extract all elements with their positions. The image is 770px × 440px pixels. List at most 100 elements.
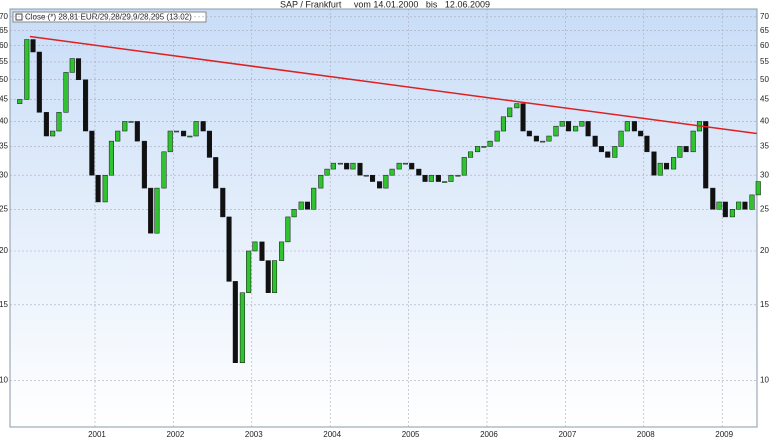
candle (442, 181, 448, 183)
candle (579, 121, 585, 127)
x-tick-label: 2006 (480, 430, 498, 439)
candle (428, 174, 434, 182)
candle (350, 162, 356, 170)
y-tick-label: 10 (0, 376, 9, 385)
y-tick-label-right: 60 (760, 41, 769, 50)
candle (565, 121, 572, 132)
candle (324, 168, 330, 176)
candle (467, 151, 474, 158)
candle (246, 250, 252, 293)
y-tick-label-right: 50 (760, 75, 769, 84)
candle (481, 146, 487, 148)
candle (383, 174, 389, 189)
candle (644, 135, 650, 153)
y-tick-label: 15 (0, 300, 9, 309)
candle (357, 162, 363, 176)
candle (475, 146, 481, 153)
candle (722, 201, 728, 218)
candle (232, 281, 238, 363)
candle (220, 187, 226, 218)
candle (330, 162, 336, 170)
candle (311, 187, 317, 210)
candle (546, 135, 552, 142)
candle (736, 201, 742, 210)
candle (409, 162, 415, 170)
x-tick-label: 2008 (637, 430, 655, 439)
candle (605, 151, 611, 158)
candle (540, 140, 546, 143)
candle (363, 174, 369, 177)
candle (102, 174, 108, 203)
candle (83, 79, 89, 132)
candle (520, 103, 526, 132)
candle (115, 130, 121, 142)
candle (585, 121, 591, 137)
candle (167, 130, 173, 153)
y-tick-label-right: 40 (760, 117, 769, 126)
candle (618, 130, 624, 147)
y-tick-label: 65 (0, 26, 9, 35)
candle (95, 174, 101, 203)
y-tick-label-right: 45 (760, 95, 769, 104)
candle (624, 121, 630, 132)
candle (285, 216, 291, 243)
candle (638, 130, 644, 137)
candle (279, 241, 285, 261)
candle (141, 140, 147, 189)
candle (402, 162, 408, 165)
candle (271, 260, 278, 293)
candle (252, 241, 258, 252)
candle (173, 130, 180, 133)
candle (448, 174, 454, 182)
trendline (29, 35, 757, 135)
candle (148, 187, 154, 234)
candle (526, 130, 532, 137)
candle (50, 130, 56, 137)
candle (559, 121, 565, 127)
candle (396, 162, 402, 170)
candle (369, 174, 376, 182)
y-tick-label-right: 10 (760, 376, 769, 385)
y-tick-label: 45 (0, 95, 9, 104)
x-tick-label: 2001 (88, 430, 106, 439)
candle (56, 112, 62, 132)
y-tick-label-right: 35 (760, 142, 769, 151)
y-tick-label: 50 (0, 75, 9, 84)
y-tick-label: 60 (0, 41, 9, 50)
x-tick-label: 2004 (323, 430, 341, 439)
candle (304, 201, 310, 210)
candle (298, 201, 304, 210)
candle (671, 157, 677, 170)
candle (749, 194, 755, 210)
candle (422, 174, 428, 182)
candle (291, 209, 297, 218)
candle (377, 181, 383, 189)
candle (43, 112, 49, 137)
candle (716, 201, 722, 210)
candle (598, 146, 604, 153)
candle (703, 121, 709, 189)
candle (389, 168, 395, 176)
y-tick-label: 40 (0, 117, 9, 126)
candle (181, 130, 187, 137)
x-tick-label: 2007 (558, 430, 576, 439)
candle (226, 216, 232, 282)
candle (69, 58, 75, 73)
candle (239, 292, 245, 363)
candle (500, 116, 506, 132)
candle (435, 174, 441, 182)
x-tick-label: 2009 (715, 430, 733, 439)
candle (187, 135, 193, 138)
candle (487, 140, 493, 147)
candle (663, 162, 670, 170)
candle (154, 187, 160, 234)
candle (612, 146, 618, 158)
x-tick-label: 2005 (402, 430, 420, 439)
candle (729, 209, 735, 218)
y-tick-label: 35 (0, 142, 9, 151)
y-tick-label-right: 70 (760, 12, 769, 21)
candle (416, 168, 422, 176)
candle (755, 181, 761, 196)
candle (710, 187, 716, 210)
